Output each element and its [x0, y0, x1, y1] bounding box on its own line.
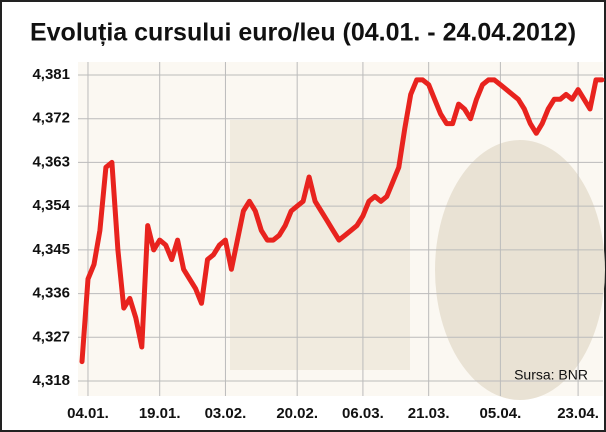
y-tick-label: 4,336	[32, 285, 70, 302]
x-tick-label: 06.03.	[342, 405, 384, 422]
y-tick-label: 4,381	[32, 66, 70, 83]
decor-coins	[230, 120, 410, 370]
chart-title: Evoluția cursului euro/leu (04.01. - 24.…	[30, 19, 576, 47]
y-tick-label: 4,345	[32, 241, 70, 258]
y-tick-label: 4,363	[32, 153, 70, 170]
y-tick-label: 4,327	[32, 328, 70, 345]
source: Sursa: BNR	[514, 367, 588, 383]
y-tick-label: 4,354	[32, 197, 70, 214]
x-tick-label: 20.02.	[276, 405, 318, 422]
x-tick-label: 23.04.	[557, 405, 599, 422]
y-tick-label: 4,318	[32, 372, 70, 389]
x-tick-label: 03.02.	[205, 405, 247, 422]
x-tick-label: 04.01.	[67, 405, 109, 422]
chart: Evoluția cursului euro/leu (04.01. - 24.…	[0, 0, 606, 432]
page: Evoluția cursului euro/leu (04.01. - 24.…	[0, 0, 606, 432]
x-tick-label: 21.03.	[408, 405, 450, 422]
decor-bag	[435, 140, 605, 400]
y-tick-label: 4,372	[32, 110, 70, 127]
x-tick-label: 19.01.	[139, 405, 181, 422]
x-tick-label: 05.04.	[480, 405, 522, 422]
